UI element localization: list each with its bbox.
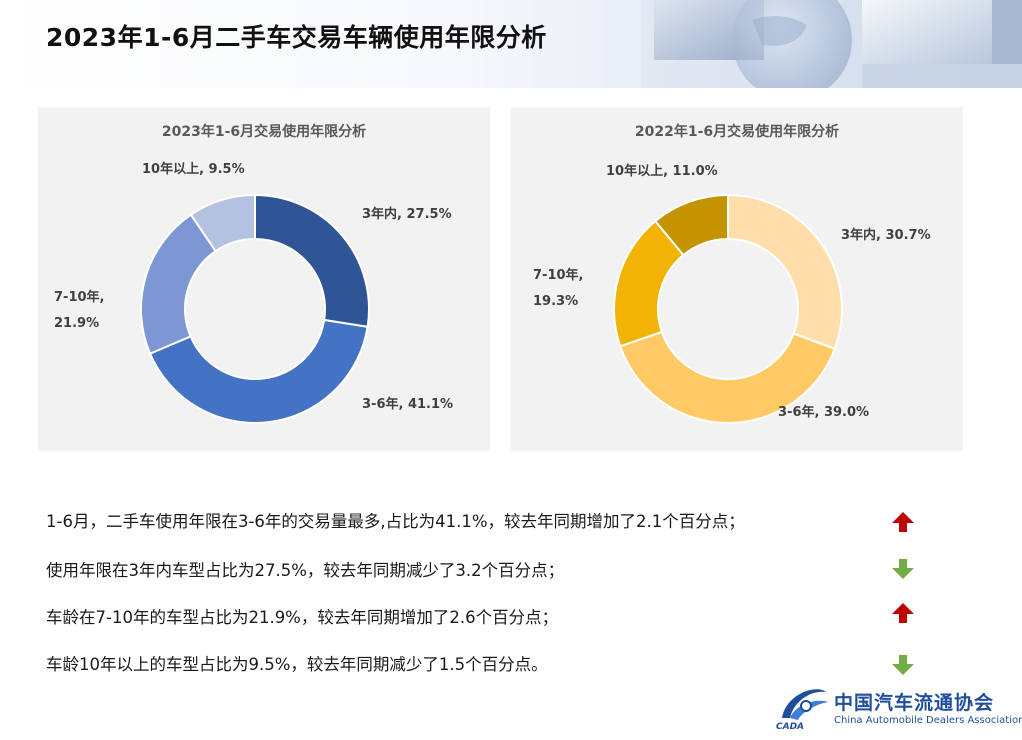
summary-note: 1-6月，二手车使用年限在3-6年的交易量最多,占比为41.1%，较去年同期增加… — [46, 507, 745, 537]
header-decoration-image — [642, 0, 1022, 88]
slice-label-2022-3-to-6-years: 3-6年, 39.0% — [778, 400, 869, 426]
trend-down-arrow-icon — [892, 655, 914, 675]
arrow-shape — [892, 559, 914, 579]
slice-label-2022-under-3-years: 3年内, 30.7% — [841, 223, 931, 249]
logo-abbreviation: CADA — [776, 722, 805, 732]
page-title: 2023年1-6月二手车交易车辆使用年限分析 — [46, 23, 547, 52]
summary-note: 使用年限在3年内车型占比为27.5%，较去年同期减少了3.2个百分点； — [46, 556, 564, 586]
donut-2022-slice-4 — [653, 193, 729, 257]
donut-2022-slice-2 — [618, 330, 837, 424]
arrow-shape — [892, 603, 914, 623]
arrow-shape — [892, 655, 914, 675]
chart-title-2022: 2022年1-6月交易使用年限分析 — [634, 124, 840, 140]
summary-note: 车龄10年以上的车型占比为9.5%，较去年同期减少了1.5个百分点。 — [46, 650, 548, 680]
slice-label-line: 3-6年, 41.1% — [362, 397, 454, 412]
slice-label-2022-7-to-10-years: 7-10年, 19.3% — [533, 263, 583, 315]
trend-up-arrow-icon — [892, 512, 914, 532]
cada-emblem-icon — [782, 689, 828, 720]
slice-label-line: 3-6年, 39.0% — [778, 405, 870, 420]
slice-label-2023-3-to-6-years: 3-6年, 41.1% — [362, 392, 453, 418]
donut-2023-slice-4 — [189, 193, 256, 253]
logo-name-cn: 中国汽车流通协会 — [834, 692, 995, 714]
slice-label-line: 10年以上, 11.0% — [606, 164, 718, 179]
trend-down-arrow-icon — [892, 559, 914, 579]
slice-label-2023-under-3-years: 3年内, 27.5% — [362, 202, 452, 228]
chart-panel-2022: 2022年1-6月交易使用年限分析 3年内, 30.7% 3-6年, 39.0%… — [511, 107, 963, 451]
arrow-shape — [892, 512, 914, 532]
slice-label-2023-7-to-10-years: 7-10年, 21.9% — [54, 285, 104, 337]
slice-label-line: 7-10年, — [533, 268, 584, 283]
slice-label-line: 21.9% — [54, 316, 100, 331]
donut-chart-2022 — [613, 193, 843, 424]
slice-label-line: 10年以上, 9.5% — [142, 162, 245, 177]
summary-note-text: 车龄10年以上的车型占比为9.5%，较去年同期减少了1.5个百分点。 — [46, 655, 548, 674]
slice-label-line: 19.3% — [533, 294, 579, 309]
chart-title-2023: 2023年1-6月交易使用年限分析 — [161, 124, 367, 140]
donut-2023-slice-1 — [254, 193, 370, 328]
page-header: 2023年1-6月二手车交易车辆使用年限分析 — [0, 0, 1022, 88]
slice-label-line: 7-10年, — [54, 290, 105, 305]
summary-note-text: 1-6月，二手车使用年限在3-6年的交易量最多,占比为41.1%，较去年同期增加… — [46, 512, 745, 531]
summary-note-text: 使用年限在3年内车型占比为27.5%，较去年同期减少了3.2个百分点； — [46, 561, 565, 580]
slice-label-line: 3年内, 30.7% — [841, 228, 931, 243]
summary-note: 车龄在7-10年的车型占比为21.9%，较去年同期增加了2.6个百分点； — [46, 603, 558, 633]
summary-note-text: 车龄在7-10年的车型占比为21.9%，较去年同期增加了2.6个百分点； — [46, 608, 559, 627]
logo-name-en: China Automobile Dealers Association — [834, 715, 1022, 726]
cada-logo: CADA 中国汽车流通协会 China Automobile Dealers A… — [776, 684, 1022, 736]
trend-up-arrow-icon — [892, 603, 914, 623]
slice-label-2022-over-10-years: 10年以上, 11.0% — [606, 159, 718, 185]
donut-chart-2023 — [140, 193, 370, 424]
donut-2022-slice-1 — [727, 193, 843, 351]
slice-label-line: 3年内, 27.5% — [362, 207, 452, 222]
slice-label-2023-over-10-years: 10年以上, 9.5% — [142, 157, 245, 183]
chart-panel-2023: 2023年1-6月交易使用年限分析 3年内, 27.5% 3-6年, 41.1%… — [38, 107, 490, 451]
donut-2023-slice-2 — [148, 318, 369, 424]
